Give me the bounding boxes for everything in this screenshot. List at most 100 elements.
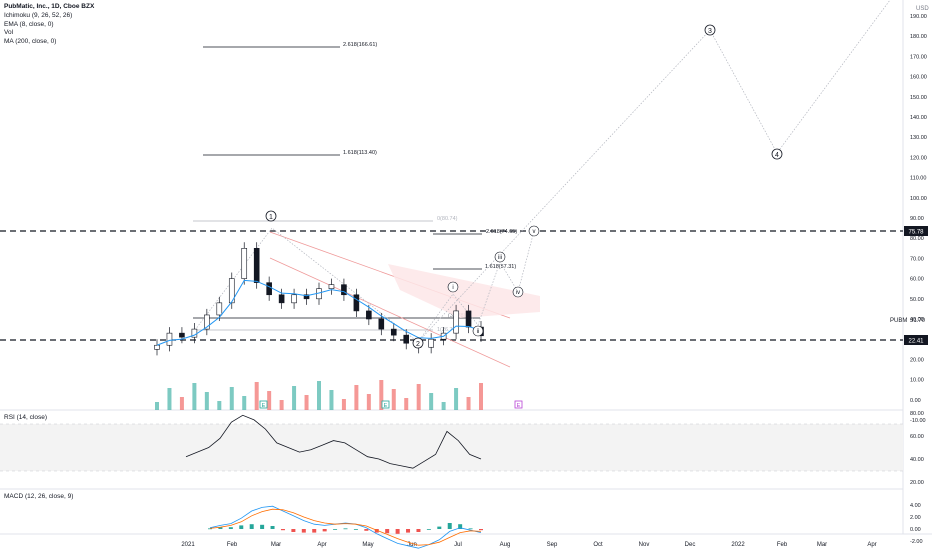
price-tick-label: 190.00 (910, 14, 927, 20)
wave-label-3[interactable]: 3 (704, 24, 716, 36)
rsi-tick-label: 20.00 (910, 480, 924, 486)
channel-lower-line[interactable] (269, 257, 511, 368)
rsi-line[interactable] (185, 414, 482, 469)
price-tick-label: 160.00 (910, 75, 927, 81)
macd-tick-label: 2.00 (910, 515, 921, 521)
resistance-price-tag: 75.78 (904, 226, 928, 236)
macd-line[interactable] (209, 505, 482, 549)
volume-bar (466, 397, 471, 410)
wave-label-2[interactable]: 2 (412, 337, 424, 349)
wave-label-1[interactable]: 1 (265, 210, 277, 222)
subwave-projection-path[interactable] (417, 230, 535, 343)
macd-histogram-bar (437, 526, 442, 529)
candle-body (179, 332, 185, 338)
volume-bar (304, 395, 309, 410)
svg-text:ii: ii (477, 329, 480, 335)
volume-bar (204, 392, 209, 410)
subwave-label-ii[interactable]: ii (472, 325, 484, 337)
candle-body (266, 282, 272, 296)
wave-projection-path[interactable] (194, 0, 891, 343)
time-tick-label: 2021 (181, 542, 195, 548)
last-price-label: 31.70 (910, 318, 926, 324)
svg-text:3: 3 (708, 28, 712, 35)
macd-tick-label: 4.00 (910, 503, 921, 509)
indicator-ma[interactable]: MA (200, close, 0) (4, 38, 57, 46)
price-tick-label: 70.00 (910, 256, 924, 262)
macd-histogram-bar (312, 529, 317, 533)
macd-histogram-bar (406, 529, 411, 533)
earnings-marker[interactable]: E (381, 400, 390, 409)
time-tick-label: 2022 (731, 542, 745, 548)
time-tick-label: Jul (454, 542, 462, 548)
macd-histogram-bar (395, 529, 400, 534)
price-tick-label: 10.00 (910, 378, 924, 384)
volume-bars (155, 380, 483, 410)
volume-bar (416, 384, 421, 410)
candle-body (166, 332, 173, 346)
macd-histogram-bar (239, 525, 244, 529)
price-tick-label: -10.00 (910, 418, 926, 424)
time-tick-label: Apr (317, 542, 326, 548)
svg-text:iii: iii (498, 255, 502, 261)
macd-histogram-bar (301, 529, 306, 533)
wave-label-4[interactable]: 4 (771, 148, 783, 160)
candle-body (403, 334, 410, 344)
earnings-marker[interactable]: E (514, 400, 523, 409)
subwave-label-v[interactable]: v (528, 225, 540, 237)
subwave-label-iv[interactable]: iv (512, 286, 524, 298)
time-tick-label: Aug (500, 542, 511, 548)
svg-text:1: 1 (269, 214, 273, 221)
volume-bar (179, 397, 184, 410)
rsi-tick-label: 60.00 (910, 434, 924, 440)
macd-histogram-bar (426, 529, 431, 530)
subwave-label-i[interactable]: i (447, 281, 459, 293)
macd-tick-label: -2.00 (910, 539, 923, 545)
macd-histogram-bar (249, 524, 254, 529)
macd-histogram-bar (260, 524, 265, 529)
price-tick-label: 80.00 (910, 236, 924, 242)
macd-label[interactable]: MACD (12, 26, close, 9) (4, 493, 74, 500)
candle-body (353, 294, 360, 312)
macd-histogram-bar (374, 529, 379, 533)
volume-bar (454, 388, 459, 410)
volume-bar (354, 385, 359, 410)
macd-histogram-bar (322, 529, 327, 532)
macd-histogram-bar (333, 529, 338, 530)
price-tick-label: 130.00 (910, 135, 927, 141)
rsi-label[interactable]: RSI (14, close) (4, 414, 47, 421)
time-tick-label: Mar (271, 542, 281, 548)
svg-text:22.41: 22.41 (908, 339, 924, 345)
time-tick-label: Mar (817, 542, 827, 548)
rsi-axis[interactable]: 80.00 60.00 40.00 20.00 (910, 411, 924, 486)
time-tick-label: Apr (867, 542, 876, 548)
volume-bar (242, 396, 247, 410)
price-tick-label: 170.00 (910, 54, 927, 60)
macd-axis[interactable]: 4.002.000.00-2.00-4.00 (910, 503, 923, 550)
time-tick-label: Feb (777, 542, 788, 548)
volume-bar (292, 386, 297, 410)
macd-histogram-bar (218, 527, 223, 529)
macd-histogram-bar (343, 528, 348, 530)
signal-line[interactable] (209, 508, 482, 546)
fib-label-2618b: 2.618(74.65) (486, 229, 517, 235)
indicator-ema[interactable]: EMA (8, close, 0) (4, 20, 54, 28)
earnings-marker[interactable]: E (259, 400, 268, 409)
candle-body (341, 284, 347, 296)
indicator-ichimoku[interactable]: Ichimoku (9, 26, 52, 26) (4, 11, 73, 19)
candle-body (303, 294, 310, 300)
price-tick-label: 50.00 (910, 297, 924, 303)
candle-body (453, 310, 459, 334)
price-tick-label: 0.00 (910, 398, 921, 404)
time-tick-label: May (362, 542, 373, 548)
ema-line[interactable] (156, 279, 482, 346)
time-axis[interactable]: 2021 Feb Mar Apr May Jun Jul Aug Sep Oct Nov Dec 202… (181, 542, 876, 548)
indicator-vol[interactable]: Vol (4, 29, 14, 37)
candle-body (465, 310, 472, 328)
macd-histogram-bar (479, 529, 483, 531)
macd-histogram-bar (447, 523, 452, 529)
volume-bar (317, 381, 321, 410)
subwave-label-iii[interactable]: iii (494, 251, 506, 263)
macd-histogram-bar (468, 528, 473, 530)
price-axis[interactable]: 190.00 180.00 170.00 160.00 150.00 140.00 130.… (910, 14, 927, 424)
